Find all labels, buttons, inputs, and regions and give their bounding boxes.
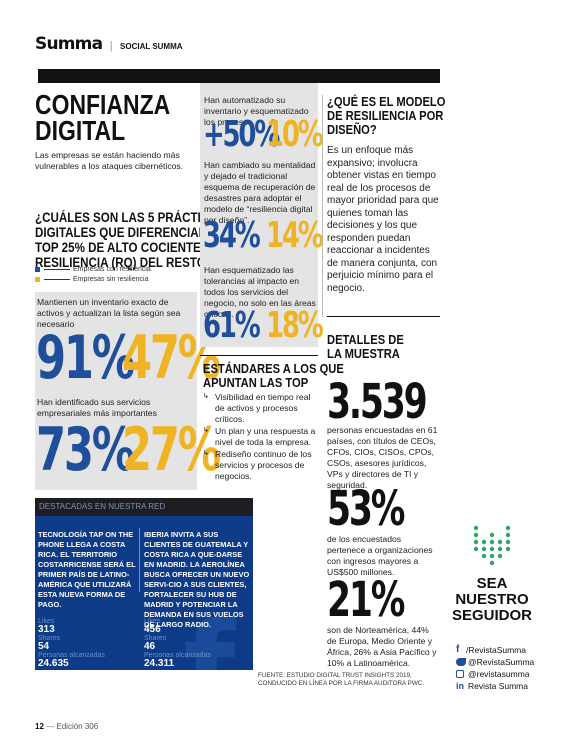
stat-text: Mantienen un inventario exacto de activo… <box>37 297 181 329</box>
legend-blue-swatch <box>35 266 40 272</box>
social-link-instagram[interactable]: @revistasumma <box>456 668 534 680</box>
list-item: ↳ Rediseño continuo de los servicios y p… <box>203 449 312 481</box>
summa-dots-logo <box>470 523 514 567</box>
vertical-divider <box>322 95 323 317</box>
masthead: Summa | SOCIAL SUMMA <box>35 34 183 54</box>
social-accounts: f /RevistaSumma @RevistaSumma @revistasu… <box>456 644 534 692</box>
top-bar <box>38 69 440 83</box>
likes-value: 313 <box>38 624 55 635</box>
network-post: TECNOLOGÍA TAP ON THE PHONE LLEGA A COST… <box>38 530 138 669</box>
post-divider <box>139 528 140 592</box>
sample-count: 3.539 <box>327 374 428 430</box>
question-heading: ¿CUÁLES SON LAS 5 PRÁCTICAS DIGITALES QU… <box>35 210 226 270</box>
reach-label: Personas alcanzadas <box>144 652 211 659</box>
stat-value-with: 34% <box>203 215 261 256</box>
post-text[interactable]: IBERIA INVITA A SUS CLIENTES DE GUATEMAL… <box>144 530 250 629</box>
shares-label: Shares <box>144 635 167 642</box>
sample-region-pct: 21% <box>327 572 405 628</box>
list-item: ↳ Visibilidad en tiempo real de activos … <box>203 392 311 424</box>
edition-label: Edición 306 <box>56 722 99 731</box>
shares-value: 46 <box>144 641 156 652</box>
likes-label: Likes <box>38 618 55 625</box>
reach-value: 24.311 <box>144 658 175 669</box>
model-heading: ¿QUÉ ES EL MODELO DE RESILIENCIA POR DIS… <box>327 94 446 137</box>
social-link-facebook[interactable]: f /RevistaSumma <box>456 644 526 655</box>
social-link-twitter[interactable]: @RevistaSumma <box>456 656 534 668</box>
reach-label: Personas alcanzadas <box>38 652 105 659</box>
network-header: DESTACADAS EN NUESTRA RED <box>35 498 253 516</box>
twitter-icon <box>456 658 466 666</box>
legend: Empresas con resiliencia Empresas sin re… <box>35 264 151 284</box>
stat-text: Han esquematizado las tolerancias al imp… <box>204 265 316 319</box>
stat-text: Han automatizado su inventario y esquema… <box>204 95 309 127</box>
linkedin-icon: in <box>456 681 464 691</box>
stat-value-without: 10% <box>266 114 324 155</box>
legend-gold-swatch <box>35 276 40 282</box>
stat-text: Han cambiado su mentalidad y dejado el t… <box>204 160 316 225</box>
social-link-linkedin[interactable]: in Revista Summa <box>456 681 528 691</box>
shares-label: Shares <box>38 635 61 642</box>
arrow-icon: ↳ <box>203 393 209 400</box>
standards-heading: ESTÁNDARES A LOS QUE APUNTAN LAS TOP <box>203 361 344 390</box>
reach-value: 24.635 <box>38 658 69 669</box>
sample-count-text: personas encuestadas en 61 países, con t… <box>327 425 438 490</box>
stat-value-without: 27% <box>122 415 221 485</box>
shares-value: 54 <box>38 641 50 652</box>
standards-list: ↳ Visibilidad en tiempo real de activos … <box>203 392 321 482</box>
instagram-icon <box>456 670 464 678</box>
stat-value-without: 18% <box>266 305 324 346</box>
dots-logo-icon <box>473 525 511 566</box>
post-text[interactable]: TECNOLOGÍA TAP ON THE PHONE LLEGA A COST… <box>38 530 136 609</box>
arrow-icon: ↳ <box>203 427 209 434</box>
stat-value-without: 14% <box>266 215 324 256</box>
likes-value: 456 <box>144 624 161 635</box>
divider <box>327 316 440 317</box>
stat-value-with: 91% <box>36 323 135 393</box>
sample-revenue-pct: 53% <box>327 481 405 537</box>
stat-value-with: +50% <box>203 114 280 155</box>
list-item: ↳ Un plan y una respuesta a nivel de tod… <box>203 426 316 447</box>
divider <box>200 355 318 356</box>
page-footer: 12 — Edición 306 <box>35 722 99 731</box>
arrow-icon: ↳ <box>203 450 209 457</box>
network-box: DESTACADAS EN NUESTRA RED f <box>35 498 253 670</box>
source-note: FUENTE: ESTUDIO DIGITAL TRUST INSIGHTS 2… <box>258 672 425 687</box>
sample-revenue-text: de los encuestados pertenece a organizac… <box>327 534 433 577</box>
facebook-watermark-icon: f <box>183 598 236 671</box>
stat-value-with: 73% <box>36 415 135 485</box>
middle-stats-panel <box>200 83 318 347</box>
sample-region-text: son de Norteamérica, 44% de Europa, Medi… <box>327 625 437 668</box>
network-post: IBERIA INVITA A SUS CLIENTES DE GUATEMAL… <box>144 530 250 669</box>
title-subtitle: Las empresas se están haciendo más vulne… <box>35 150 184 171</box>
likes-label: Likes <box>144 618 161 625</box>
follow-heading: SEA NUESTRO SEGUIDOR <box>452 575 533 624</box>
brand-logo: Summa <box>35 34 103 54</box>
model-text: Es un enfoque más expansivo; involucra o… <box>327 145 439 294</box>
page-number: 12 <box>35 722 44 731</box>
sample-heading: DETALLES DE LA MUESTRA <box>327 332 404 361</box>
stat-value-with: 61% <box>203 305 261 346</box>
page-title: CONFIANZA DIGITAL <box>35 89 171 146</box>
stat-text: Han identificado sus servicios empresari… <box>37 397 157 418</box>
facebook-icon: f <box>456 644 460 655</box>
section-label: SOCIAL SUMMA <box>120 42 183 51</box>
left-stats-panel <box>35 292 197 490</box>
